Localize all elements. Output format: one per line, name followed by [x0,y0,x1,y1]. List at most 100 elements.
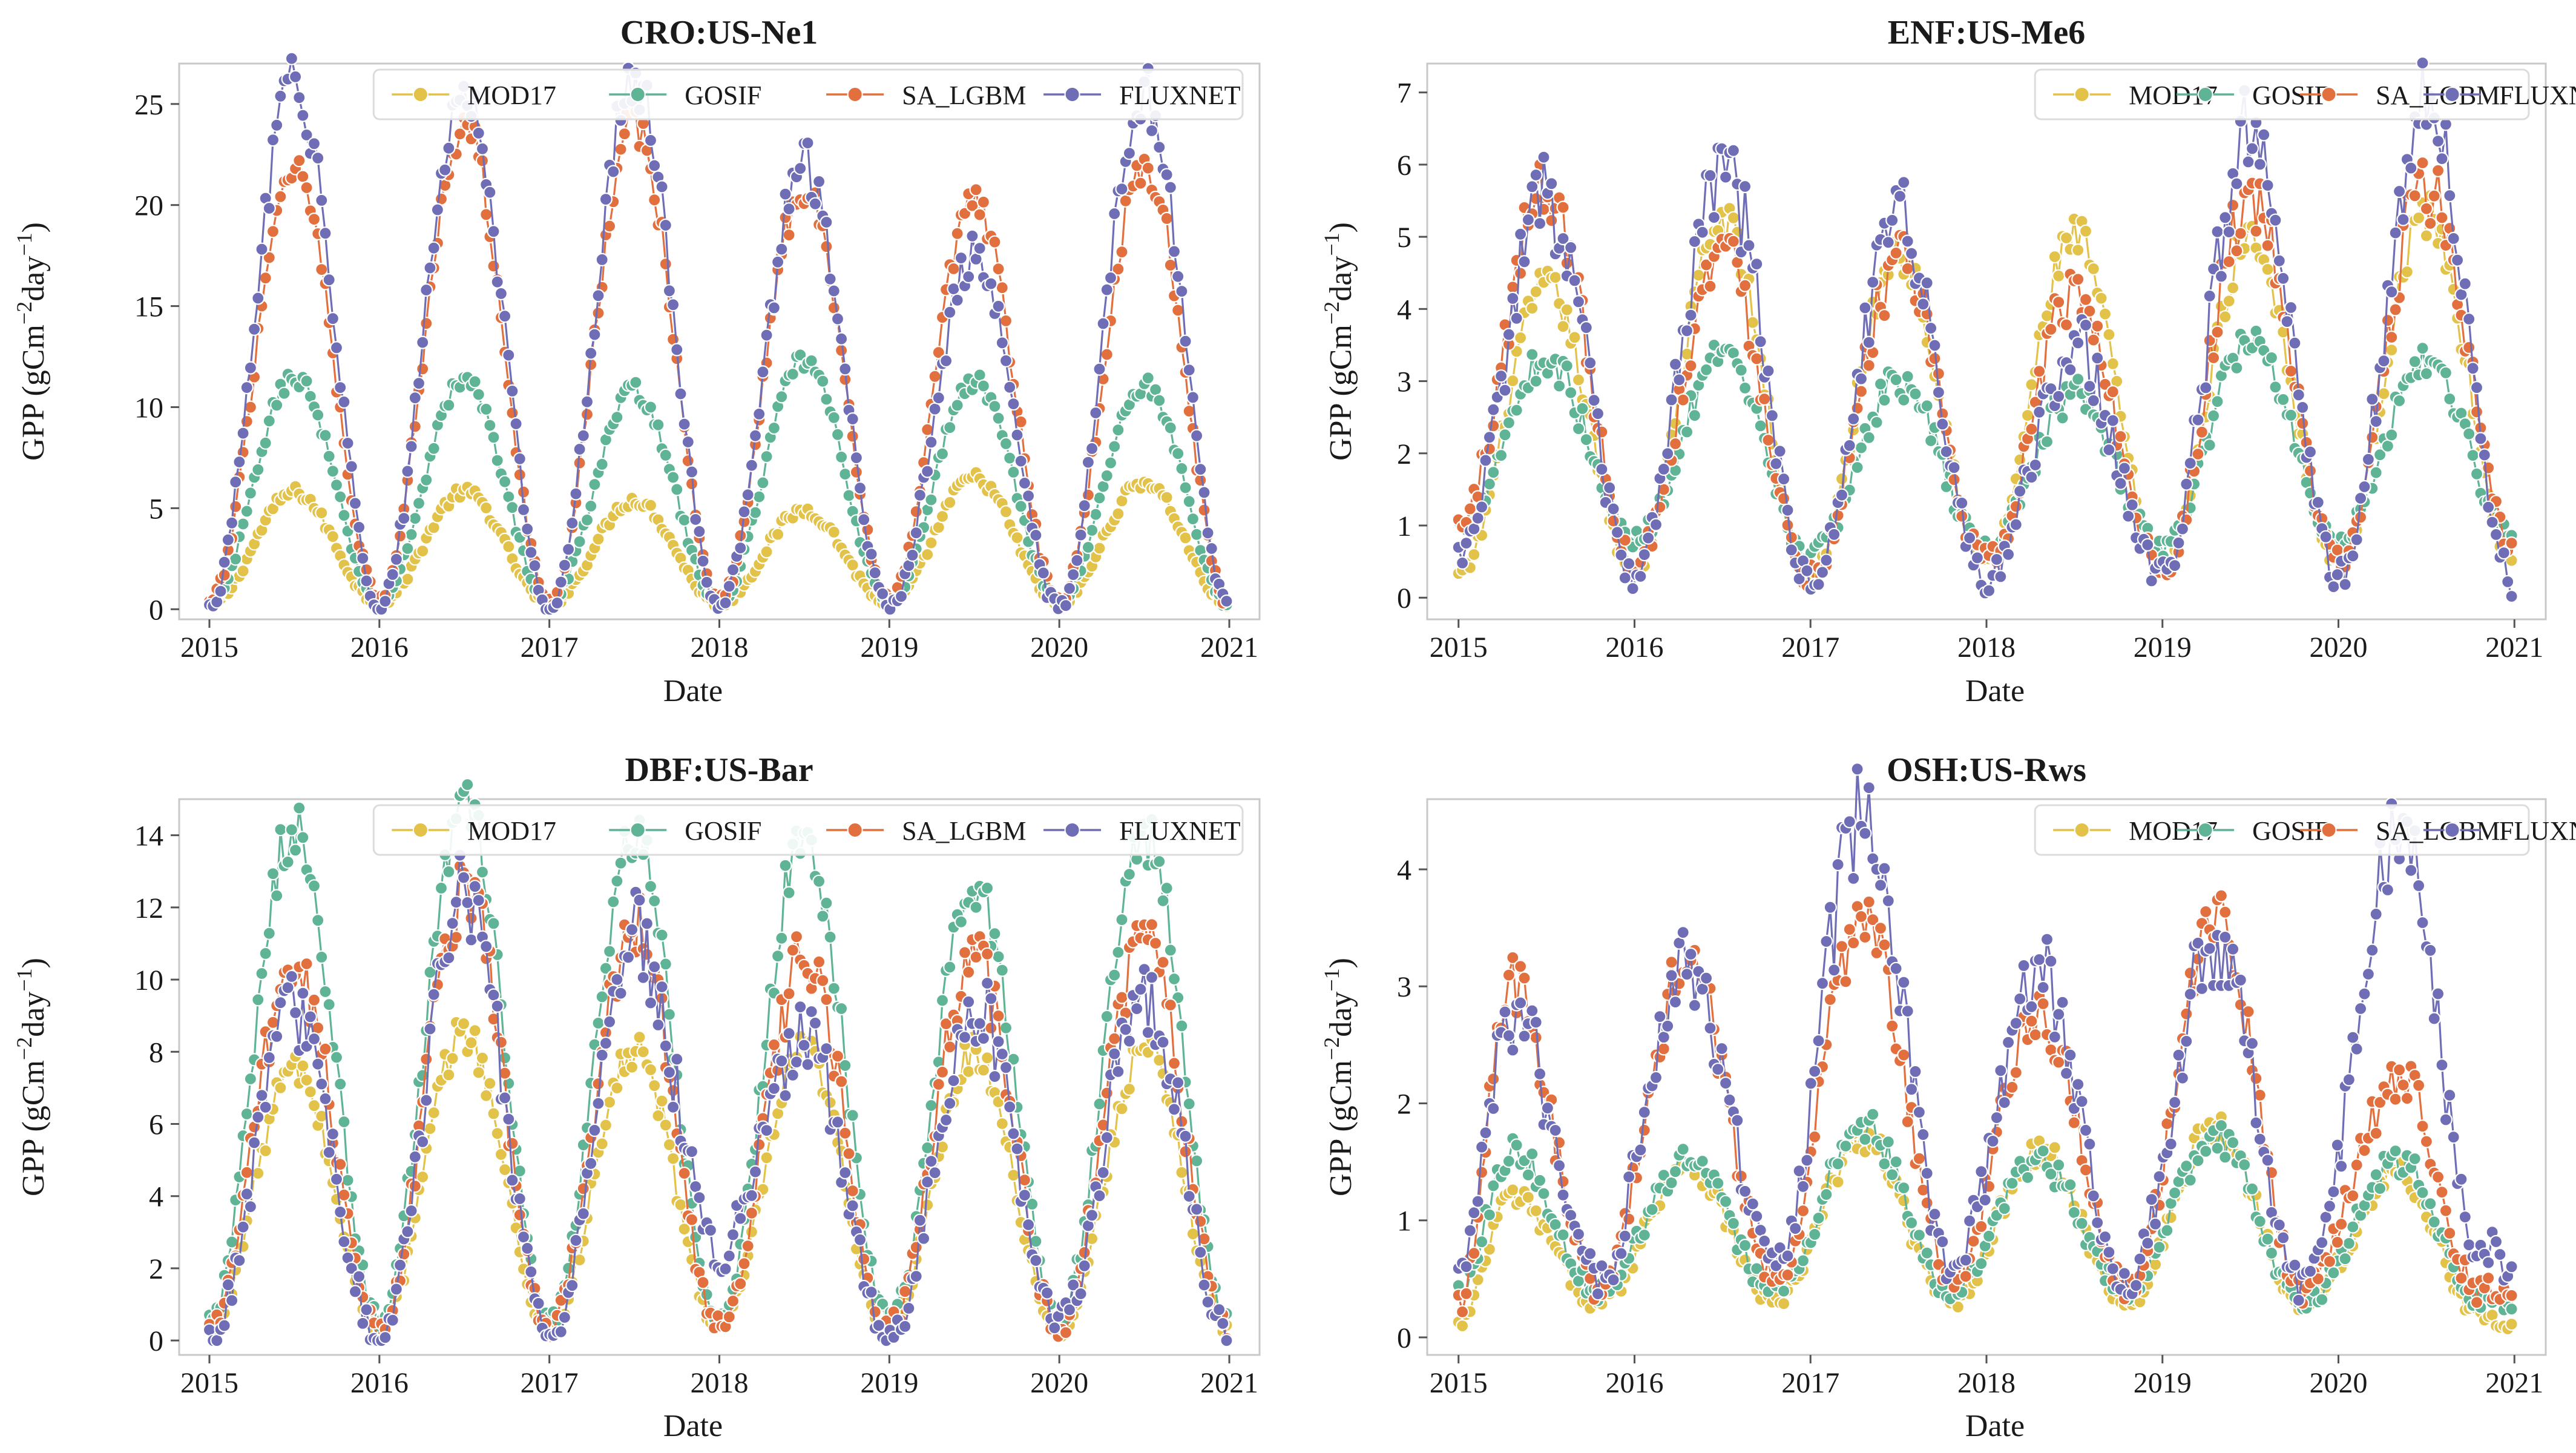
data-point [521,522,534,536]
data-point [1916,1127,1930,1142]
data-point [640,917,654,931]
data-point [1048,1321,1062,1335]
data-point [2036,997,2050,1011]
data-point [487,1107,501,1121]
data-point [1081,540,1096,555]
data-point [939,354,953,368]
data-point [513,452,527,466]
data-point [516,1230,531,1244]
data-point [1571,373,1586,387]
data-point [943,421,957,435]
data-point [509,417,523,431]
data-point [962,269,976,284]
data-point [1007,1168,1020,1182]
data-point [337,1115,351,1129]
data-point [1096,1165,1110,1179]
data-point [1595,425,1609,439]
data-point [1103,456,1118,470]
data-point [1753,335,1767,349]
legend-swatch-marker [412,822,429,838]
data-point [1692,268,1706,282]
data-point [1115,912,1129,927]
data-point [1893,189,1907,203]
data-point [240,1107,254,1121]
data-point [1194,1245,1208,1259]
data-point [2168,558,2182,573]
data-point [2284,364,2298,378]
data-point [1680,425,1694,439]
data-point [842,489,856,502]
data-point [830,427,845,441]
data-point [1178,531,1192,545]
data-point [1564,240,1578,254]
data-point [932,391,945,405]
data-point [1700,363,1714,377]
legend-label: GOSIF [685,816,761,846]
data-point [513,1191,527,1206]
data-point [947,282,961,296]
data-point [258,946,272,961]
data-point [1204,541,1218,556]
data-point [782,987,796,1001]
y-tick-label: 4 [1397,854,1411,886]
data-point [262,251,276,265]
data-point [243,486,257,500]
data-point [2257,128,2271,142]
data-point [991,1035,1005,1049]
data-point [378,594,392,608]
data-point [1835,488,1849,502]
data-point [498,475,512,489]
data-point [1482,1208,1496,1222]
data-point [2009,499,2023,513]
data-point [1947,461,1961,475]
data-point [643,133,658,147]
data-point [2245,1036,2259,1050]
data-point [2454,1172,2468,1186]
data-point [468,375,482,389]
data-point [1514,227,1528,241]
data-point [1456,556,1470,570]
data-point [2412,211,2426,225]
data-point [2063,1048,2077,1062]
data-point [307,1099,321,1113]
data-point [606,165,620,179]
data-point [251,1166,265,1181]
data-point [820,1041,833,1056]
data-point [984,277,998,291]
data-point [1668,437,1683,451]
legend-swatch-marker [2197,87,2213,102]
data-point [292,801,306,815]
data-point [1994,570,2008,584]
data-point [258,436,272,450]
data-point [689,1179,703,1194]
data-point [1687,409,1701,423]
data-point [326,312,340,326]
chart-title: DBF:US-Bar [625,751,813,789]
data-point [980,976,994,990]
data-point [1931,385,1945,400]
y-tick-label: 0 [149,594,163,626]
data-point [1842,438,1856,453]
data-point [1680,324,1694,338]
data-point [1815,565,1830,579]
data-point [2164,1210,2178,1225]
data-point [2083,1137,2097,1151]
data-point [1819,553,1833,567]
data-point [928,369,942,383]
data-point [210,1334,224,1348]
data-point [2319,1210,2333,1224]
data-point [1850,460,1864,475]
data-point [1186,512,1200,526]
data-point [1703,168,1717,182]
data-point [1160,211,1174,225]
data-point [427,441,441,455]
data-point [659,448,672,463]
data-point [2419,229,2433,243]
data-point [1978,1193,1992,1207]
data-point [1545,214,1559,228]
data-point [334,490,347,504]
data-point [2233,973,2247,987]
data-point [449,895,463,909]
data-point [827,301,841,315]
data-point [2210,325,2224,339]
